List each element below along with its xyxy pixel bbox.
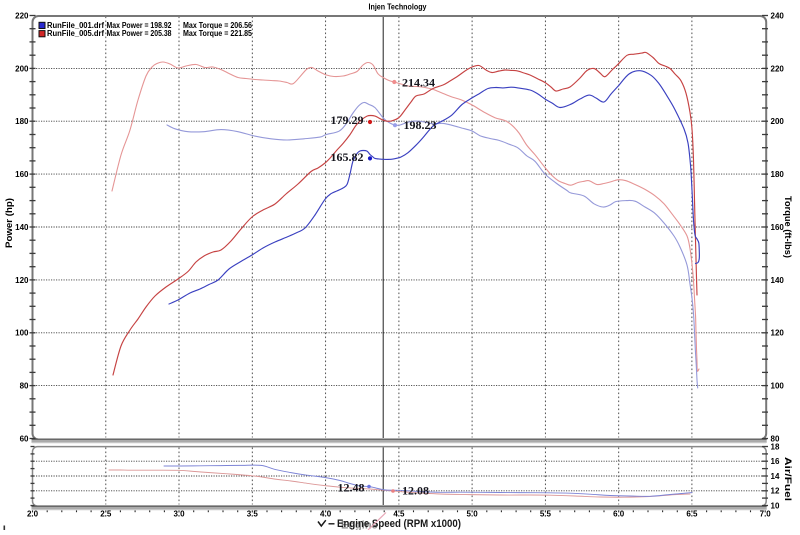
svg-text:6.0: 6.0 bbox=[613, 510, 625, 519]
svg-text:220: 220 bbox=[771, 64, 785, 73]
svg-text:12: 12 bbox=[771, 487, 780, 496]
svg-text:RunFile_005.drf: RunFile_005.drf bbox=[47, 29, 104, 38]
svg-text:160: 160 bbox=[771, 223, 785, 232]
svg-text:200: 200 bbox=[771, 117, 785, 126]
svg-text:Max Power = 205.38: Max Power = 205.38 bbox=[107, 29, 172, 38]
svg-text:14: 14 bbox=[771, 472, 780, 481]
svg-text:16: 16 bbox=[771, 457, 780, 466]
svg-text:180: 180 bbox=[771, 170, 785, 179]
svg-text:Engine: Engine bbox=[341, 519, 378, 530]
svg-text:Max Torque = 206.56: Max Torque = 206.56 bbox=[183, 21, 252, 30]
svg-text:140: 140 bbox=[771, 276, 785, 285]
svg-text:7.0: 7.0 bbox=[760, 510, 772, 519]
svg-text:240: 240 bbox=[771, 11, 785, 20]
svg-text:3.0: 3.0 bbox=[173, 510, 185, 519]
svg-text:60: 60 bbox=[20, 434, 29, 443]
svg-text:12.08: 12.08 bbox=[402, 484, 429, 498]
svg-text:5.5: 5.5 bbox=[540, 510, 552, 519]
svg-text:200: 200 bbox=[15, 64, 29, 73]
svg-text:165.82: 165.82 bbox=[331, 150, 364, 164]
svg-text:RunFile_001.drf: RunFile_001.drf bbox=[47, 21, 104, 30]
svg-text:80: 80 bbox=[771, 434, 780, 443]
svg-text:160: 160 bbox=[15, 170, 29, 179]
svg-text:220: 220 bbox=[15, 11, 29, 20]
svg-text:120: 120 bbox=[771, 329, 785, 338]
svg-text:179.29: 179.29 bbox=[331, 113, 364, 127]
svg-text:120: 120 bbox=[15, 276, 29, 285]
svg-text:3.5: 3.5 bbox=[247, 510, 259, 519]
svg-text:2.5: 2.5 bbox=[100, 510, 112, 519]
svg-text:100: 100 bbox=[771, 382, 785, 391]
svg-text:5.0: 5.0 bbox=[467, 510, 479, 519]
svg-text:12.48: 12.48 bbox=[338, 481, 365, 495]
svg-text:Max Power = 198.92: Max Power = 198.92 bbox=[107, 21, 172, 30]
svg-text:80: 80 bbox=[20, 382, 29, 391]
svg-text:2.0: 2.0 bbox=[27, 510, 39, 519]
svg-text:4.5: 4.5 bbox=[393, 510, 405, 519]
svg-text:140: 140 bbox=[15, 223, 29, 232]
svg-text:Air/Fuel: Air/Fuel bbox=[782, 457, 793, 501]
svg-text:6.5: 6.5 bbox=[686, 510, 698, 519]
svg-text:Max Torque = 221.85: Max Torque = 221.85 bbox=[183, 29, 252, 38]
svg-text:Injen Technology: Injen Technology bbox=[369, 3, 427, 12]
svg-text:Engine Speed (RPM x1000): Engine Speed (RPM x1000) bbox=[337, 518, 461, 530]
svg-text:Torque (ft-lbs): Torque (ft-lbs) bbox=[782, 196, 793, 258]
svg-text:214.34: 214.34 bbox=[402, 76, 435, 90]
svg-text:Power (hp): Power (hp) bbox=[4, 198, 15, 248]
svg-text:10: 10 bbox=[771, 501, 780, 510]
svg-text:180: 180 bbox=[15, 117, 29, 126]
svg-text:100: 100 bbox=[15, 329, 29, 338]
svg-text:18: 18 bbox=[771, 442, 780, 451]
svg-text:198.23: 198.23 bbox=[404, 118, 437, 132]
svg-text:4.0: 4.0 bbox=[320, 510, 332, 519]
